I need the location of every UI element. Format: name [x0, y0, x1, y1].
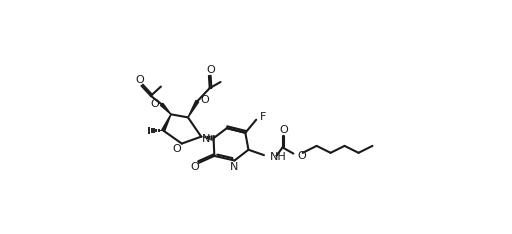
Text: O: O: [173, 144, 182, 154]
Polygon shape: [188, 100, 199, 117]
Polygon shape: [162, 114, 171, 131]
Text: O: O: [190, 162, 199, 172]
Text: N: N: [230, 162, 239, 172]
Text: O: O: [136, 75, 144, 85]
Text: O: O: [280, 125, 288, 135]
Text: F: F: [260, 112, 266, 122]
Polygon shape: [160, 103, 171, 114]
Text: O: O: [200, 95, 209, 106]
Text: O: O: [297, 151, 306, 161]
Text: O: O: [206, 66, 215, 75]
Text: N: N: [202, 134, 210, 144]
Text: NH: NH: [270, 152, 287, 162]
Text: O: O: [151, 99, 159, 109]
